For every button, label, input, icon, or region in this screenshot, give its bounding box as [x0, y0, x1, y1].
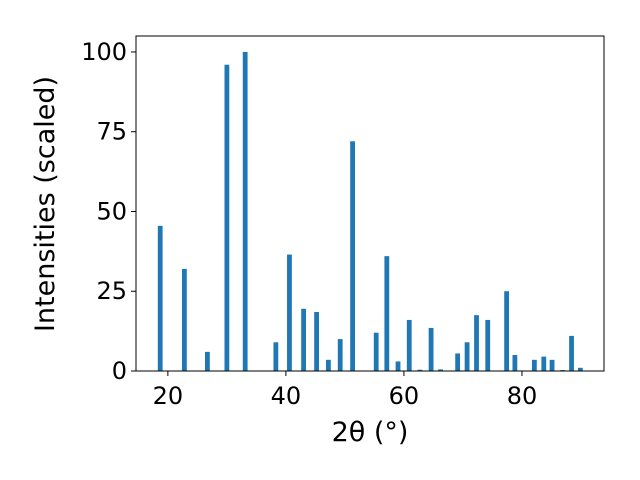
bar	[350, 141, 355, 371]
y-tick-label: 0	[112, 357, 127, 385]
bar	[428, 327, 434, 371]
bar	[417, 369, 423, 371]
bar	[438, 369, 443, 371]
x-axis-label: 2θ (°)	[332, 417, 409, 448]
bar	[541, 356, 547, 371]
bar	[464, 342, 470, 371]
bar	[242, 51, 248, 371]
bar	[373, 332, 379, 371]
y-tick-label: 50	[96, 197, 127, 225]
bar	[181, 268, 187, 371]
bar	[314, 311, 319, 371]
y-axis-label: Intensities (scaled)	[30, 76, 61, 332]
x-tick-label: 60	[389, 382, 420, 410]
bar	[531, 359, 537, 371]
bar	[301, 308, 307, 371]
bar	[406, 319, 412, 371]
bar	[504, 291, 510, 371]
bar	[337, 339, 343, 371]
bar	[287, 254, 292, 371]
y-axis-ticks: 0 25 50 75 100	[81, 38, 136, 385]
bar	[384, 256, 390, 371]
bar	[512, 355, 518, 371]
y-tick-label: 75	[96, 118, 127, 146]
x-tick-label: 20	[153, 382, 184, 410]
bar	[455, 353, 461, 371]
plot-frame	[135, 35, 605, 372]
x-tick-label: 80	[507, 382, 538, 410]
bar	[157, 225, 163, 371]
bar	[549, 359, 555, 371]
bar	[569, 335, 574, 371]
bar	[325, 359, 331, 371]
y-tick-label: 25	[96, 277, 127, 305]
bar	[577, 367, 583, 371]
bar	[273, 342, 279, 371]
bar	[474, 315, 479, 371]
bar	[485, 319, 491, 371]
bar	[395, 361, 401, 371]
x-tick-label: 40	[271, 382, 302, 410]
bars-group	[157, 51, 583, 372]
bar	[205, 351, 210, 371]
bar	[224, 64, 230, 372]
x-axis-ticks: 20 40 60 80	[153, 371, 538, 410]
y-tick-label: 100	[81, 38, 127, 66]
